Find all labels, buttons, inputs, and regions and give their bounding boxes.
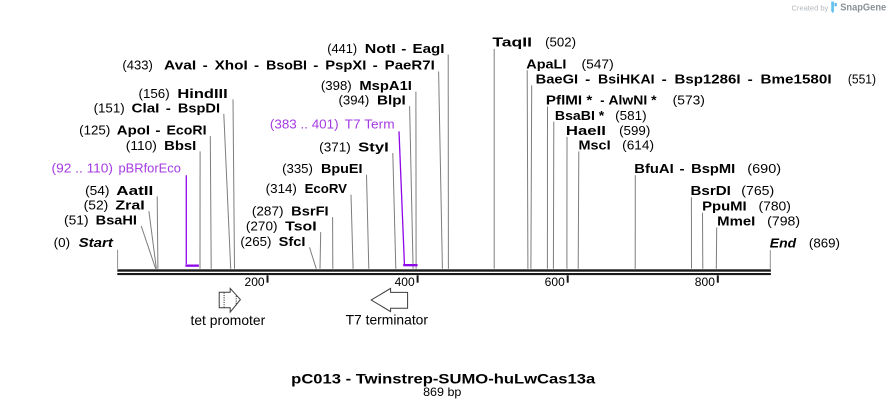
svg-text:Created by: Created by xyxy=(792,4,829,13)
svg-text:BsrDI: BsrDI xyxy=(691,183,731,198)
svg-text:Start: Start xyxy=(79,235,114,250)
svg-text:-: - xyxy=(373,58,378,73)
svg-text:MspA1I: MspA1I xyxy=(359,78,412,93)
svg-text:BaeGI: BaeGI xyxy=(536,72,579,87)
svg-text:(270): (270) xyxy=(246,219,278,234)
svg-text:-: - xyxy=(748,72,753,87)
svg-text:(690): (690) xyxy=(747,161,781,176)
svg-text:EcoRV: EcoRV xyxy=(305,181,348,196)
svg-text:tet promoter: tet promoter xyxy=(191,312,266,328)
svg-text:600: 600 xyxy=(545,275,565,289)
svg-text:(156): (156) xyxy=(139,86,170,101)
svg-text:EcoRI: EcoRI xyxy=(167,123,207,138)
svg-text:(433): (433) xyxy=(122,58,152,73)
svg-text:200: 200 xyxy=(245,275,265,289)
svg-text:(573): (573) xyxy=(673,93,705,108)
svg-text:TsoI: TsoI xyxy=(285,219,317,234)
svg-text:BfuAI: BfuAI xyxy=(634,161,673,176)
svg-text:PflMI *: PflMI * xyxy=(546,93,593,108)
svg-text:(780): (780) xyxy=(759,199,791,214)
svg-text:800: 800 xyxy=(695,275,715,289)
svg-text:(54): (54) xyxy=(85,183,109,198)
svg-text:(551): (551) xyxy=(848,72,876,87)
svg-text:(394): (394) xyxy=(339,93,370,108)
svg-text:(614): (614) xyxy=(622,137,654,152)
svg-text:End: End xyxy=(770,236,797,251)
svg-text:869 bp: 869 bp xyxy=(423,385,462,399)
svg-text:HindIII: HindIII xyxy=(177,86,227,101)
svg-text:(502): (502) xyxy=(545,35,576,50)
svg-text:-: - xyxy=(662,72,667,87)
svg-text:SfcI: SfcI xyxy=(279,234,306,249)
svg-text:AatII: AatII xyxy=(116,183,153,198)
svg-text:(398): (398) xyxy=(321,78,352,93)
svg-text:-: - xyxy=(600,93,604,108)
svg-text:(581): (581) xyxy=(615,108,647,123)
svg-text:StyI: StyI xyxy=(358,140,389,155)
svg-text:Bsp1286I: Bsp1286I xyxy=(675,72,741,87)
svg-text:(92 .. 110): (92 .. 110) xyxy=(52,161,114,176)
svg-text:PspXI: PspXI xyxy=(325,58,366,73)
svg-text:-: - xyxy=(203,58,208,73)
svg-text:ApaLI: ApaLI xyxy=(526,56,566,71)
svg-text:(869): (869) xyxy=(809,236,840,251)
svg-text:400: 400 xyxy=(395,275,415,289)
svg-text:(51): (51) xyxy=(64,213,89,228)
svg-text:SnapGene: SnapGene xyxy=(840,3,886,14)
svg-text:NotI: NotI xyxy=(365,41,396,56)
svg-text:(383 .. 401): (383 .. 401) xyxy=(270,116,339,131)
svg-text:AlwNI *: AlwNI * xyxy=(609,93,658,108)
svg-text:BsiHKAI: BsiHKAI xyxy=(598,72,655,87)
svg-text:(441): (441) xyxy=(327,41,357,56)
svg-text:(371): (371) xyxy=(319,140,351,155)
svg-text:MmeI: MmeI xyxy=(717,214,755,229)
svg-text:AvaI: AvaI xyxy=(164,58,196,73)
svg-text:ZraI: ZraI xyxy=(115,198,144,213)
svg-text:PpuMI: PpuMI xyxy=(702,199,747,214)
svg-text:(151): (151) xyxy=(94,100,125,115)
svg-text:(287): (287) xyxy=(252,204,284,219)
svg-text:(765): (765) xyxy=(741,183,774,198)
svg-text:pBRforEco: pBRforEco xyxy=(119,161,181,176)
svg-text:PaeR7I: PaeR7I xyxy=(385,58,435,73)
svg-text:BbsI: BbsI xyxy=(164,138,196,153)
svg-text:(125): (125) xyxy=(79,123,110,138)
svg-text:T7 terminator: T7 terminator xyxy=(346,311,429,327)
svg-text:ApoI: ApoI xyxy=(117,123,150,138)
svg-text:(547): (547) xyxy=(582,56,614,71)
svg-text:-: - xyxy=(254,58,259,73)
svg-text:MscI: MscI xyxy=(579,137,611,152)
svg-text:TaqII: TaqII xyxy=(492,35,532,50)
svg-text:BspMI: BspMI xyxy=(691,161,735,176)
svg-text:-: - xyxy=(401,41,406,56)
svg-text:XhoI: XhoI xyxy=(215,58,248,73)
svg-text:(314): (314) xyxy=(266,181,297,196)
svg-text:Bme1580I: Bme1580I xyxy=(761,72,832,87)
svg-text:(265): (265) xyxy=(240,234,271,249)
svg-text:EagI: EagI xyxy=(413,41,445,56)
svg-text:BlpI: BlpI xyxy=(377,93,406,108)
svg-text:ClaI: ClaI xyxy=(132,100,160,115)
svg-text:T7 Term: T7 Term xyxy=(345,116,395,131)
svg-text:BsoBI: BsoBI xyxy=(266,58,307,73)
svg-text:-: - xyxy=(585,72,590,87)
svg-text:HaeII: HaeII xyxy=(566,123,606,138)
svg-text:BpuEI: BpuEI xyxy=(321,161,363,176)
svg-text:(599): (599) xyxy=(619,123,650,138)
svg-text:-: - xyxy=(166,100,171,115)
svg-text:-: - xyxy=(680,161,685,176)
svg-text:(110): (110) xyxy=(126,138,157,153)
svg-text:BsaHI: BsaHI xyxy=(96,213,137,228)
svg-text:BsrFI: BsrFI xyxy=(291,204,328,219)
svg-text:(335): (335) xyxy=(282,161,313,176)
svg-text:-: - xyxy=(313,58,318,73)
svg-text:-: - xyxy=(155,123,160,138)
svg-text:BspDI: BspDI xyxy=(178,100,220,115)
svg-text:(0): (0) xyxy=(54,235,70,250)
svg-text:(52): (52) xyxy=(84,198,109,213)
svg-text:(798): (798) xyxy=(767,214,800,229)
svg-text:BsaBI *: BsaBI * xyxy=(555,108,605,123)
